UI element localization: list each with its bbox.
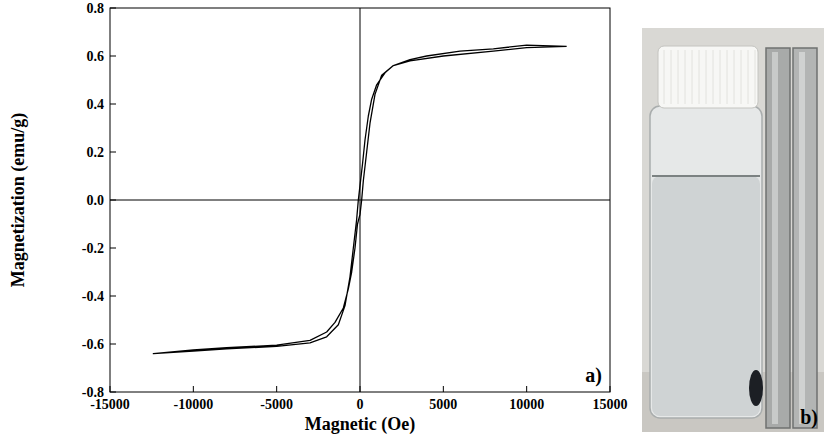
y-axis-title: Magnetization (emu/g) (8, 113, 29, 287)
hysteresis-loop (153, 45, 566, 353)
x-tick (110, 386, 111, 392)
cap-ridge (720, 50, 721, 104)
magnet-shine (799, 52, 805, 424)
y-tick-label: 0.8 (87, 1, 105, 16)
y-tick (110, 392, 116, 393)
x-tick-label: -10000 (173, 397, 213, 412)
photo (642, 28, 824, 432)
liquid-surface (652, 175, 760, 177)
y-tick-label: -0.8 (82, 385, 104, 400)
x-tick (276, 386, 277, 392)
x-tick (610, 386, 611, 392)
cap-ridge (748, 50, 749, 104)
x-tick-label: 10000 (509, 397, 544, 412)
vial-glass (650, 106, 762, 418)
y-tick-label: 0.6 (87, 49, 105, 64)
y-tick (110, 8, 116, 9)
x-tick-label: 15000 (593, 397, 628, 412)
x-tick-label: 5000 (429, 397, 457, 412)
cap-ridge (755, 50, 756, 104)
y-tick-label: 0.4 (87, 97, 105, 112)
zero-line-y (110, 200, 610, 201)
magnetic-particles (749, 370, 763, 406)
y-tick-label: 0.2 (87, 145, 105, 160)
panel-label: a) (585, 364, 602, 387)
cap-ridge (685, 50, 686, 104)
cap-ridge (699, 50, 700, 104)
y-tick (110, 296, 116, 297)
figure: -15000-10000-5000050001000015000-0.8-0.6… (0, 0, 827, 437)
y-tick (110, 344, 116, 345)
x-axis-title: Magnetic (Oe) (305, 414, 415, 435)
cap-ridge (706, 50, 707, 104)
x-tick (193, 386, 194, 392)
y-tick-label: -0.2 (82, 241, 104, 256)
y-tick-label: 0.0 (87, 193, 105, 208)
y-tick (110, 200, 116, 201)
y-tick (110, 152, 116, 153)
cap-ridge (692, 50, 693, 104)
plot-area (153, 45, 566, 353)
cap-ridge (727, 50, 728, 104)
x-tick-label: 0 (357, 397, 364, 412)
x-tick (526, 386, 527, 392)
y-tick (110, 104, 116, 105)
cap-ridge (671, 50, 672, 104)
plot-frame (110, 8, 610, 392)
photo-background (642, 28, 824, 432)
x-tick-label: -5000 (260, 397, 293, 412)
magnet (766, 48, 790, 428)
y-tick-label: -0.4 (82, 289, 104, 304)
vial-cap (658, 46, 758, 108)
y-tick (110, 56, 116, 57)
cap-ridge (741, 50, 742, 104)
panel-label: b) (800, 406, 818, 429)
x-tick (360, 386, 361, 392)
y-tick-label: -0.6 (82, 337, 104, 352)
magnet (793, 48, 817, 428)
y-tick (110, 248, 116, 249)
cap-ridge (678, 50, 679, 104)
cap-ridge (734, 50, 735, 104)
vial-liquid (652, 176, 760, 416)
magnet-shine (772, 52, 778, 424)
cap-ridge (713, 50, 714, 104)
x-tick (443, 386, 444, 392)
cap-ridge (664, 50, 665, 104)
